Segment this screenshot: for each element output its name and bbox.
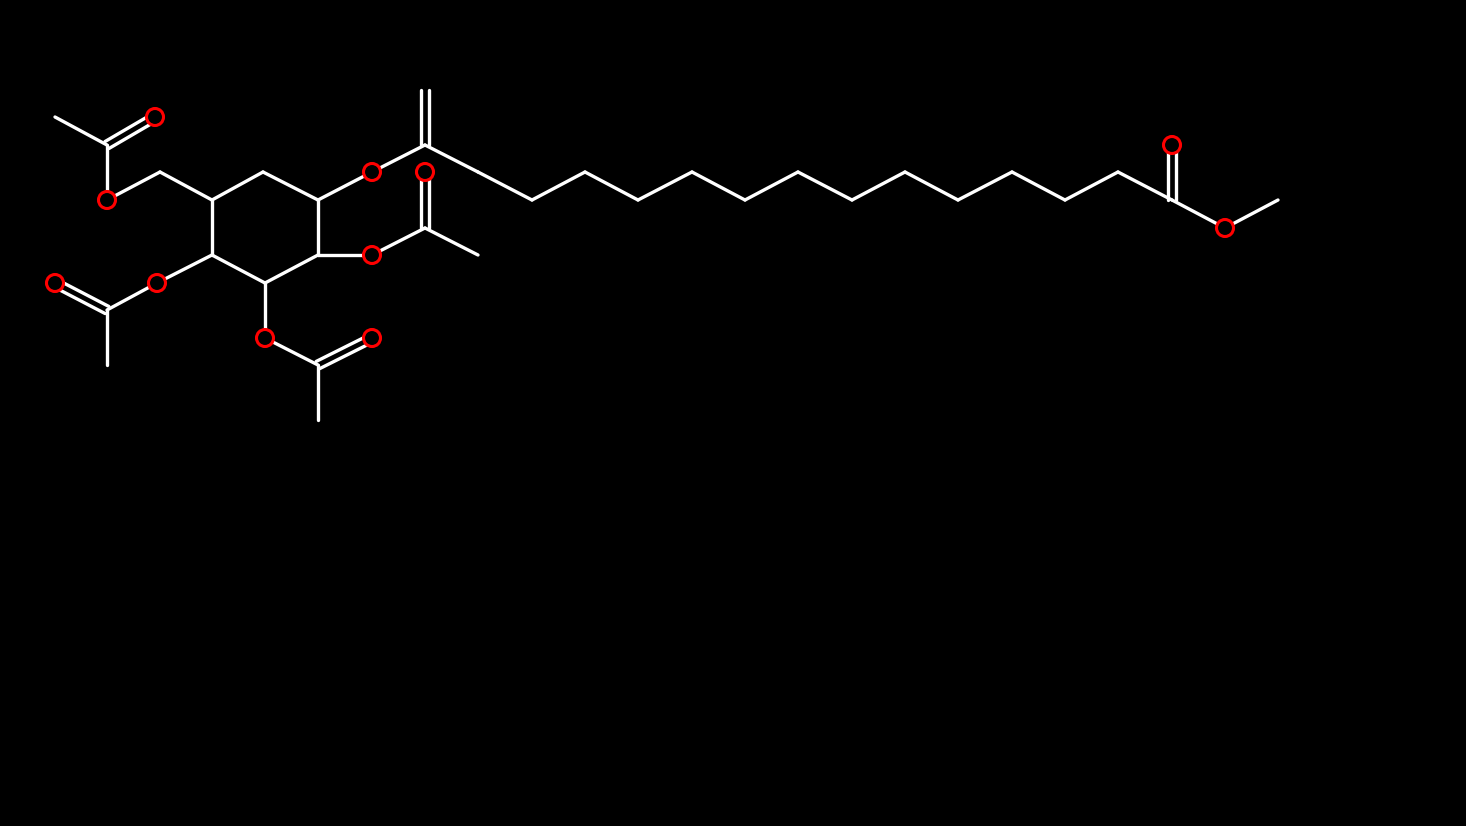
Circle shape: [148, 274, 166, 292]
Circle shape: [416, 164, 434, 181]
Circle shape: [47, 274, 63, 292]
Circle shape: [364, 330, 381, 346]
Circle shape: [147, 108, 164, 126]
Circle shape: [257, 330, 274, 346]
Circle shape: [1164, 136, 1180, 154]
Circle shape: [1217, 220, 1233, 236]
Circle shape: [364, 164, 381, 181]
Circle shape: [98, 192, 116, 208]
Circle shape: [364, 246, 381, 263]
